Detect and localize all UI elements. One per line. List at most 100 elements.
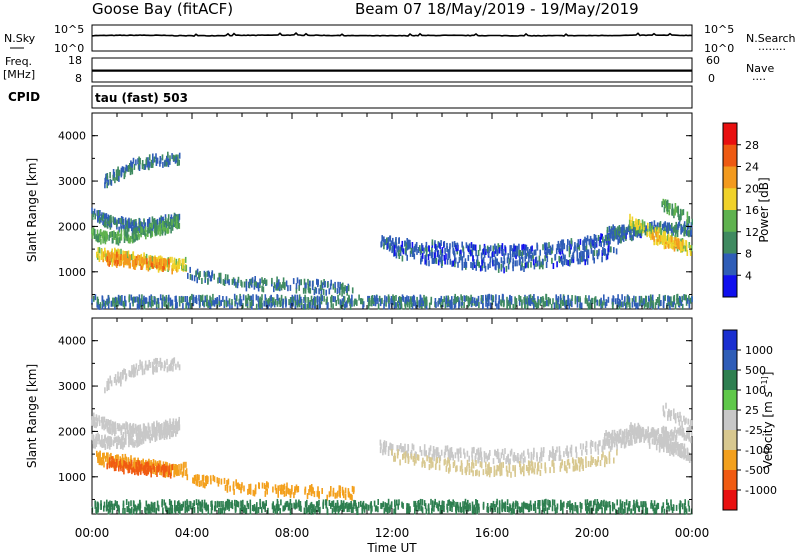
- data-cell: [516, 250, 519, 257]
- data-cell: [389, 442, 391, 449]
- data-cell: [169, 425, 172, 432]
- data-cell: [690, 229, 693, 236]
- data-cell: [104, 444, 107, 450]
- data-cell: [135, 234, 138, 241]
- data-cell: [487, 263, 489, 270]
- data-cell: [251, 277, 254, 284]
- data-cell: [666, 200, 668, 207]
- noise-right-dots: ........: [758, 40, 786, 53]
- data-cell: [688, 295, 690, 302]
- data-cell: [631, 301, 634, 308]
- data-cell: [622, 301, 624, 308]
- data-cell: [407, 296, 410, 303]
- data-cell: [561, 248, 564, 255]
- data-cell: [144, 468, 147, 475]
- data-cell: [628, 296, 630, 303]
- data-cell: [618, 303, 621, 310]
- data-cell: [96, 438, 98, 445]
- data-cell: [193, 500, 195, 507]
- data-cell: [292, 278, 295, 285]
- data-cell: [406, 299, 409, 306]
- data-cell: [296, 299, 298, 306]
- data-cell: [241, 281, 243, 288]
- data-cell: [174, 157, 177, 164]
- data-cell: [529, 464, 531, 471]
- data-cell: [153, 466, 155, 473]
- data-cell: [151, 222, 153, 229]
- data-cell: [406, 254, 408, 261]
- data-cell: [174, 421, 177, 428]
- data-cell: [156, 420, 158, 427]
- data-cell: [607, 245, 610, 252]
- data-cell: [271, 300, 273, 307]
- data-cell: [136, 441, 138, 448]
- data-cell: [494, 300, 497, 307]
- data-cell: [195, 499, 198, 506]
- data-cell: [653, 500, 656, 507]
- data-cell: [117, 376, 119, 383]
- data-cell: [163, 463, 166, 470]
- data-cell: [495, 294, 497, 301]
- data-cell: [263, 300, 265, 307]
- data-cell: [513, 243, 515, 250]
- data-cell: [500, 469, 503, 476]
- data-cell: [593, 250, 596, 257]
- data-cell: [155, 434, 158, 441]
- data-cell: [521, 452, 523, 459]
- data-cell: [284, 282, 286, 289]
- data-cell: [105, 221, 107, 228]
- data-cell: [165, 259, 167, 266]
- data-cell: [581, 256, 583, 263]
- data-cell: [110, 436, 112, 443]
- data-cell: [666, 205, 668, 212]
- data-cell: [148, 217, 151, 224]
- data-cell: [187, 272, 189, 279]
- data-cell: [139, 468, 142, 475]
- data-cell: [624, 441, 627, 448]
- data-cell: [131, 439, 133, 446]
- data-cell: [431, 247, 433, 254]
- data-cell: [563, 501, 565, 508]
- data-cell: [318, 491, 320, 498]
- data-cell: [659, 221, 662, 228]
- data-cell: [178, 364, 181, 371]
- data-cell: [505, 265, 508, 272]
- data-cell: [502, 294, 504, 301]
- data-cell: [279, 484, 281, 491]
- data-cell: [152, 157, 154, 164]
- data-cell: [332, 283, 335, 290]
- data-cell: [559, 465, 562, 472]
- data-cell: [130, 370, 133, 377]
- data-cell: [451, 506, 453, 512]
- data-cell: [129, 222, 131, 229]
- data-cell: [444, 258, 446, 265]
- data-cell: [120, 425, 123, 432]
- data-cell: [663, 237, 665, 244]
- data-cell: [475, 300, 477, 307]
- data-cell: [104, 238, 107, 245]
- data-cell: [670, 227, 673, 234]
- data-cell: [471, 507, 474, 513]
- data-cell: [512, 501, 515, 508]
- data-cell: [131, 221, 133, 228]
- data-cell: [658, 294, 661, 301]
- data-cell: [588, 302, 590, 309]
- data-cell: [137, 459, 139, 466]
- data-cell: [497, 301, 500, 308]
- data-cell: [414, 508, 416, 515]
- station-title: Goose Bay (fitACF): [92, 0, 233, 18]
- data-cell: [249, 499, 252, 506]
- data-cell: [530, 504, 532, 511]
- data-cell: [122, 369, 124, 376]
- data-cell: [305, 508, 308, 515]
- data-cell: [633, 503, 636, 510]
- data-cell: [546, 242, 548, 249]
- data-cell: [98, 217, 101, 224]
- data-cell: [686, 297, 689, 304]
- data-cell: [109, 178, 112, 185]
- data-cell: [177, 265, 179, 272]
- data-cell: [181, 504, 184, 511]
- data-cell: [605, 254, 608, 261]
- data-cell: [108, 258, 110, 265]
